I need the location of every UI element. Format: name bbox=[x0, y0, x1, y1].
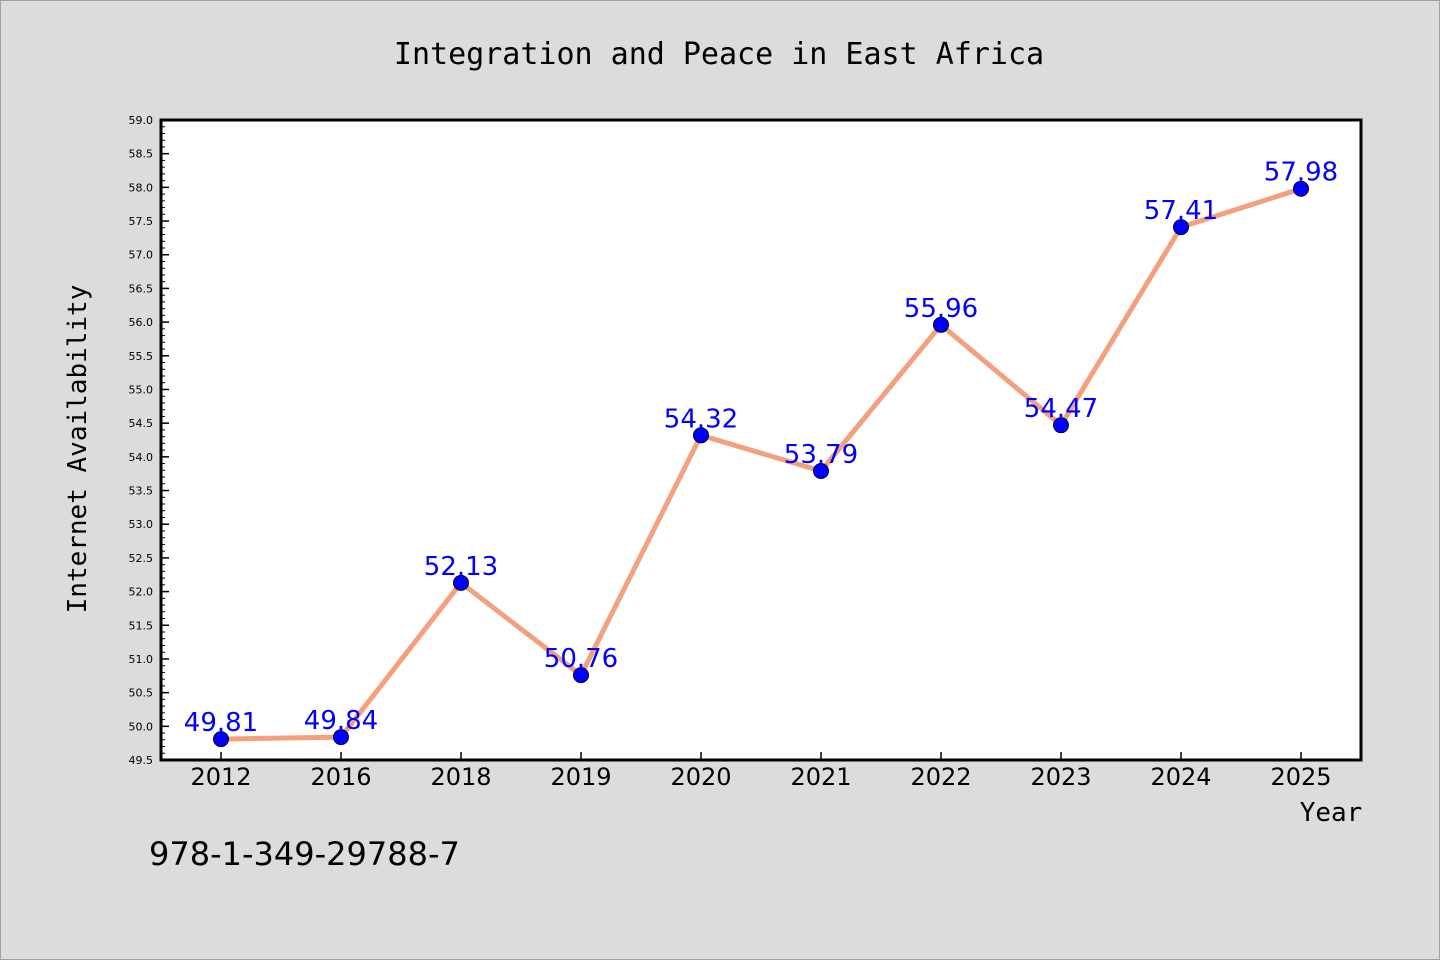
data-labels: 49.81 49.84 52.13 50.76 54.32 53.79 55.96 54.47… bbox=[184, 158, 1338, 738]
x-tick-label: 2023 bbox=[1030, 763, 1091, 791]
data-point bbox=[573, 667, 589, 684]
x-tick-label: 2012 bbox=[190, 763, 251, 791]
data-point bbox=[213, 731, 229, 748]
data-point bbox=[453, 574, 469, 591]
data-point bbox=[1173, 219, 1189, 236]
y-tick-label: 55.0 bbox=[129, 383, 154, 396]
data-label: 54.47 bbox=[1024, 394, 1098, 424]
x-tick-label: 2025 bbox=[1270, 763, 1331, 791]
data-point bbox=[333, 729, 349, 746]
data-label: 53.79 bbox=[784, 440, 858, 470]
x-axis-label: Year bbox=[1300, 798, 1363, 828]
data-label: 57.98 bbox=[1264, 158, 1338, 188]
isbn-text: 978-1-349-29788-7 bbox=[149, 835, 460, 873]
data-point bbox=[693, 427, 709, 444]
x-axis-ticks: 2012 2016 2018 2019 2020 2021 2022 2023 2024 2025 bbox=[190, 752, 1332, 791]
y-tick-label: 57.5 bbox=[129, 215, 154, 228]
y-tick-label: 54.5 bbox=[129, 417, 154, 430]
data-point bbox=[933, 316, 949, 333]
data-label: 57.41 bbox=[1144, 196, 1218, 226]
y-tick-label: 53.5 bbox=[129, 485, 154, 498]
series-line bbox=[220, 186, 1302, 742]
y-tick-label: 59.0 bbox=[129, 114, 154, 127]
x-tick-label: 2020 bbox=[670, 763, 731, 791]
y-tick-label: 51.0 bbox=[129, 653, 154, 666]
chart-title: Integration and Peace in East Africa bbox=[394, 37, 1044, 72]
y-tick-label: 50.5 bbox=[129, 687, 154, 700]
y-tick-label: 49.5 bbox=[129, 754, 154, 767]
x-tick-label: 2022 bbox=[910, 763, 971, 791]
data-point bbox=[1053, 417, 1069, 434]
data-label: 49.84 bbox=[304, 706, 378, 736]
y-axis-ticks: 49.5 50.0 50.5 51.0 51.5 52.0 52.5 53.0 53.5 54.0… bbox=[129, 114, 169, 767]
data-label: 54.32 bbox=[664, 404, 738, 434]
data-label: 52.13 bbox=[424, 552, 498, 582]
y-tick-label: 55.5 bbox=[129, 350, 154, 363]
data-label: 55.96 bbox=[904, 294, 978, 324]
y-tick-label: 53.0 bbox=[129, 518, 154, 531]
y-tick-label: 56.5 bbox=[129, 282, 154, 295]
x-tick-label: 2021 bbox=[790, 763, 851, 791]
y-tick-label: 52.5 bbox=[129, 552, 154, 565]
x-tick-label: 2024 bbox=[1150, 763, 1211, 791]
x-tick-label: 2016 bbox=[310, 763, 371, 791]
data-point bbox=[1293, 180, 1309, 197]
y-tick-label: 54.0 bbox=[129, 451, 154, 464]
data-label: 50.76 bbox=[544, 644, 618, 674]
y-tick-label: 51.5 bbox=[129, 619, 154, 632]
series-markers bbox=[213, 180, 1309, 748]
x-tick-label: 2018 bbox=[430, 763, 491, 791]
data-label: 49.81 bbox=[184, 708, 258, 738]
y-tick-label: 56.0 bbox=[129, 316, 154, 329]
y-tick-label: 57.0 bbox=[129, 249, 154, 262]
plot-area bbox=[159, 118, 1363, 762]
y-tick-label: 58.5 bbox=[129, 148, 154, 161]
y-tick-label: 52.0 bbox=[129, 586, 154, 599]
y-axis-label: Internet Availability bbox=[63, 285, 93, 614]
y-tick-label: 50.0 bbox=[129, 720, 154, 733]
y-tick-label: 58.0 bbox=[129, 181, 154, 194]
data-point bbox=[813, 462, 829, 479]
x-tick-label: 2019 bbox=[550, 763, 611, 791]
